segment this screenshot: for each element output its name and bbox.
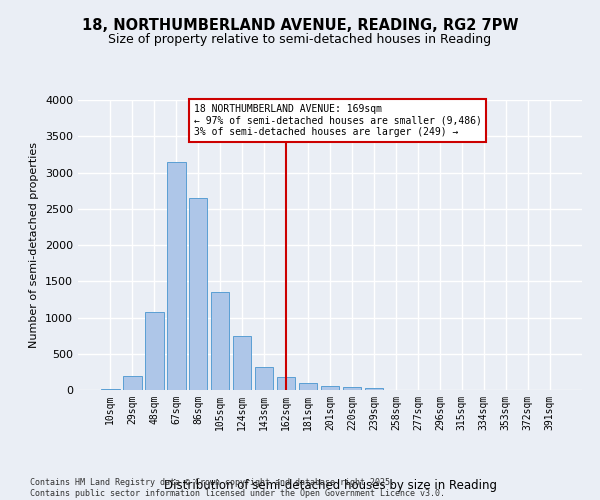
Text: 18 NORTHUMBERLAND AVENUE: 169sqm
← 97% of semi-detached houses are smaller (9,48: 18 NORTHUMBERLAND AVENUE: 169sqm ← 97% o… — [194, 104, 482, 137]
Y-axis label: Number of semi-detached properties: Number of semi-detached properties — [29, 142, 40, 348]
Bar — [320, 386, 340, 390]
Text: Size of property relative to semi-detached houses in Reading: Size of property relative to semi-detach… — [109, 32, 491, 46]
X-axis label: Distribution of semi-detached houses by size in Reading: Distribution of semi-detached houses by … — [163, 478, 497, 492]
Bar — [211, 292, 229, 390]
Bar — [101, 388, 119, 390]
Bar — [343, 387, 361, 390]
Bar — [255, 367, 274, 390]
Bar — [167, 162, 185, 390]
Bar — [365, 388, 383, 390]
Bar — [277, 378, 295, 390]
Bar — [233, 336, 251, 390]
Bar — [299, 383, 317, 390]
Bar — [145, 312, 164, 390]
Text: 18, NORTHUMBERLAND AVENUE, READING, RG2 7PW: 18, NORTHUMBERLAND AVENUE, READING, RG2 … — [82, 18, 518, 32]
Bar — [123, 376, 142, 390]
Bar — [189, 198, 208, 390]
Text: Contains HM Land Registry data © Crown copyright and database right 2025.
Contai: Contains HM Land Registry data © Crown c… — [30, 478, 445, 498]
